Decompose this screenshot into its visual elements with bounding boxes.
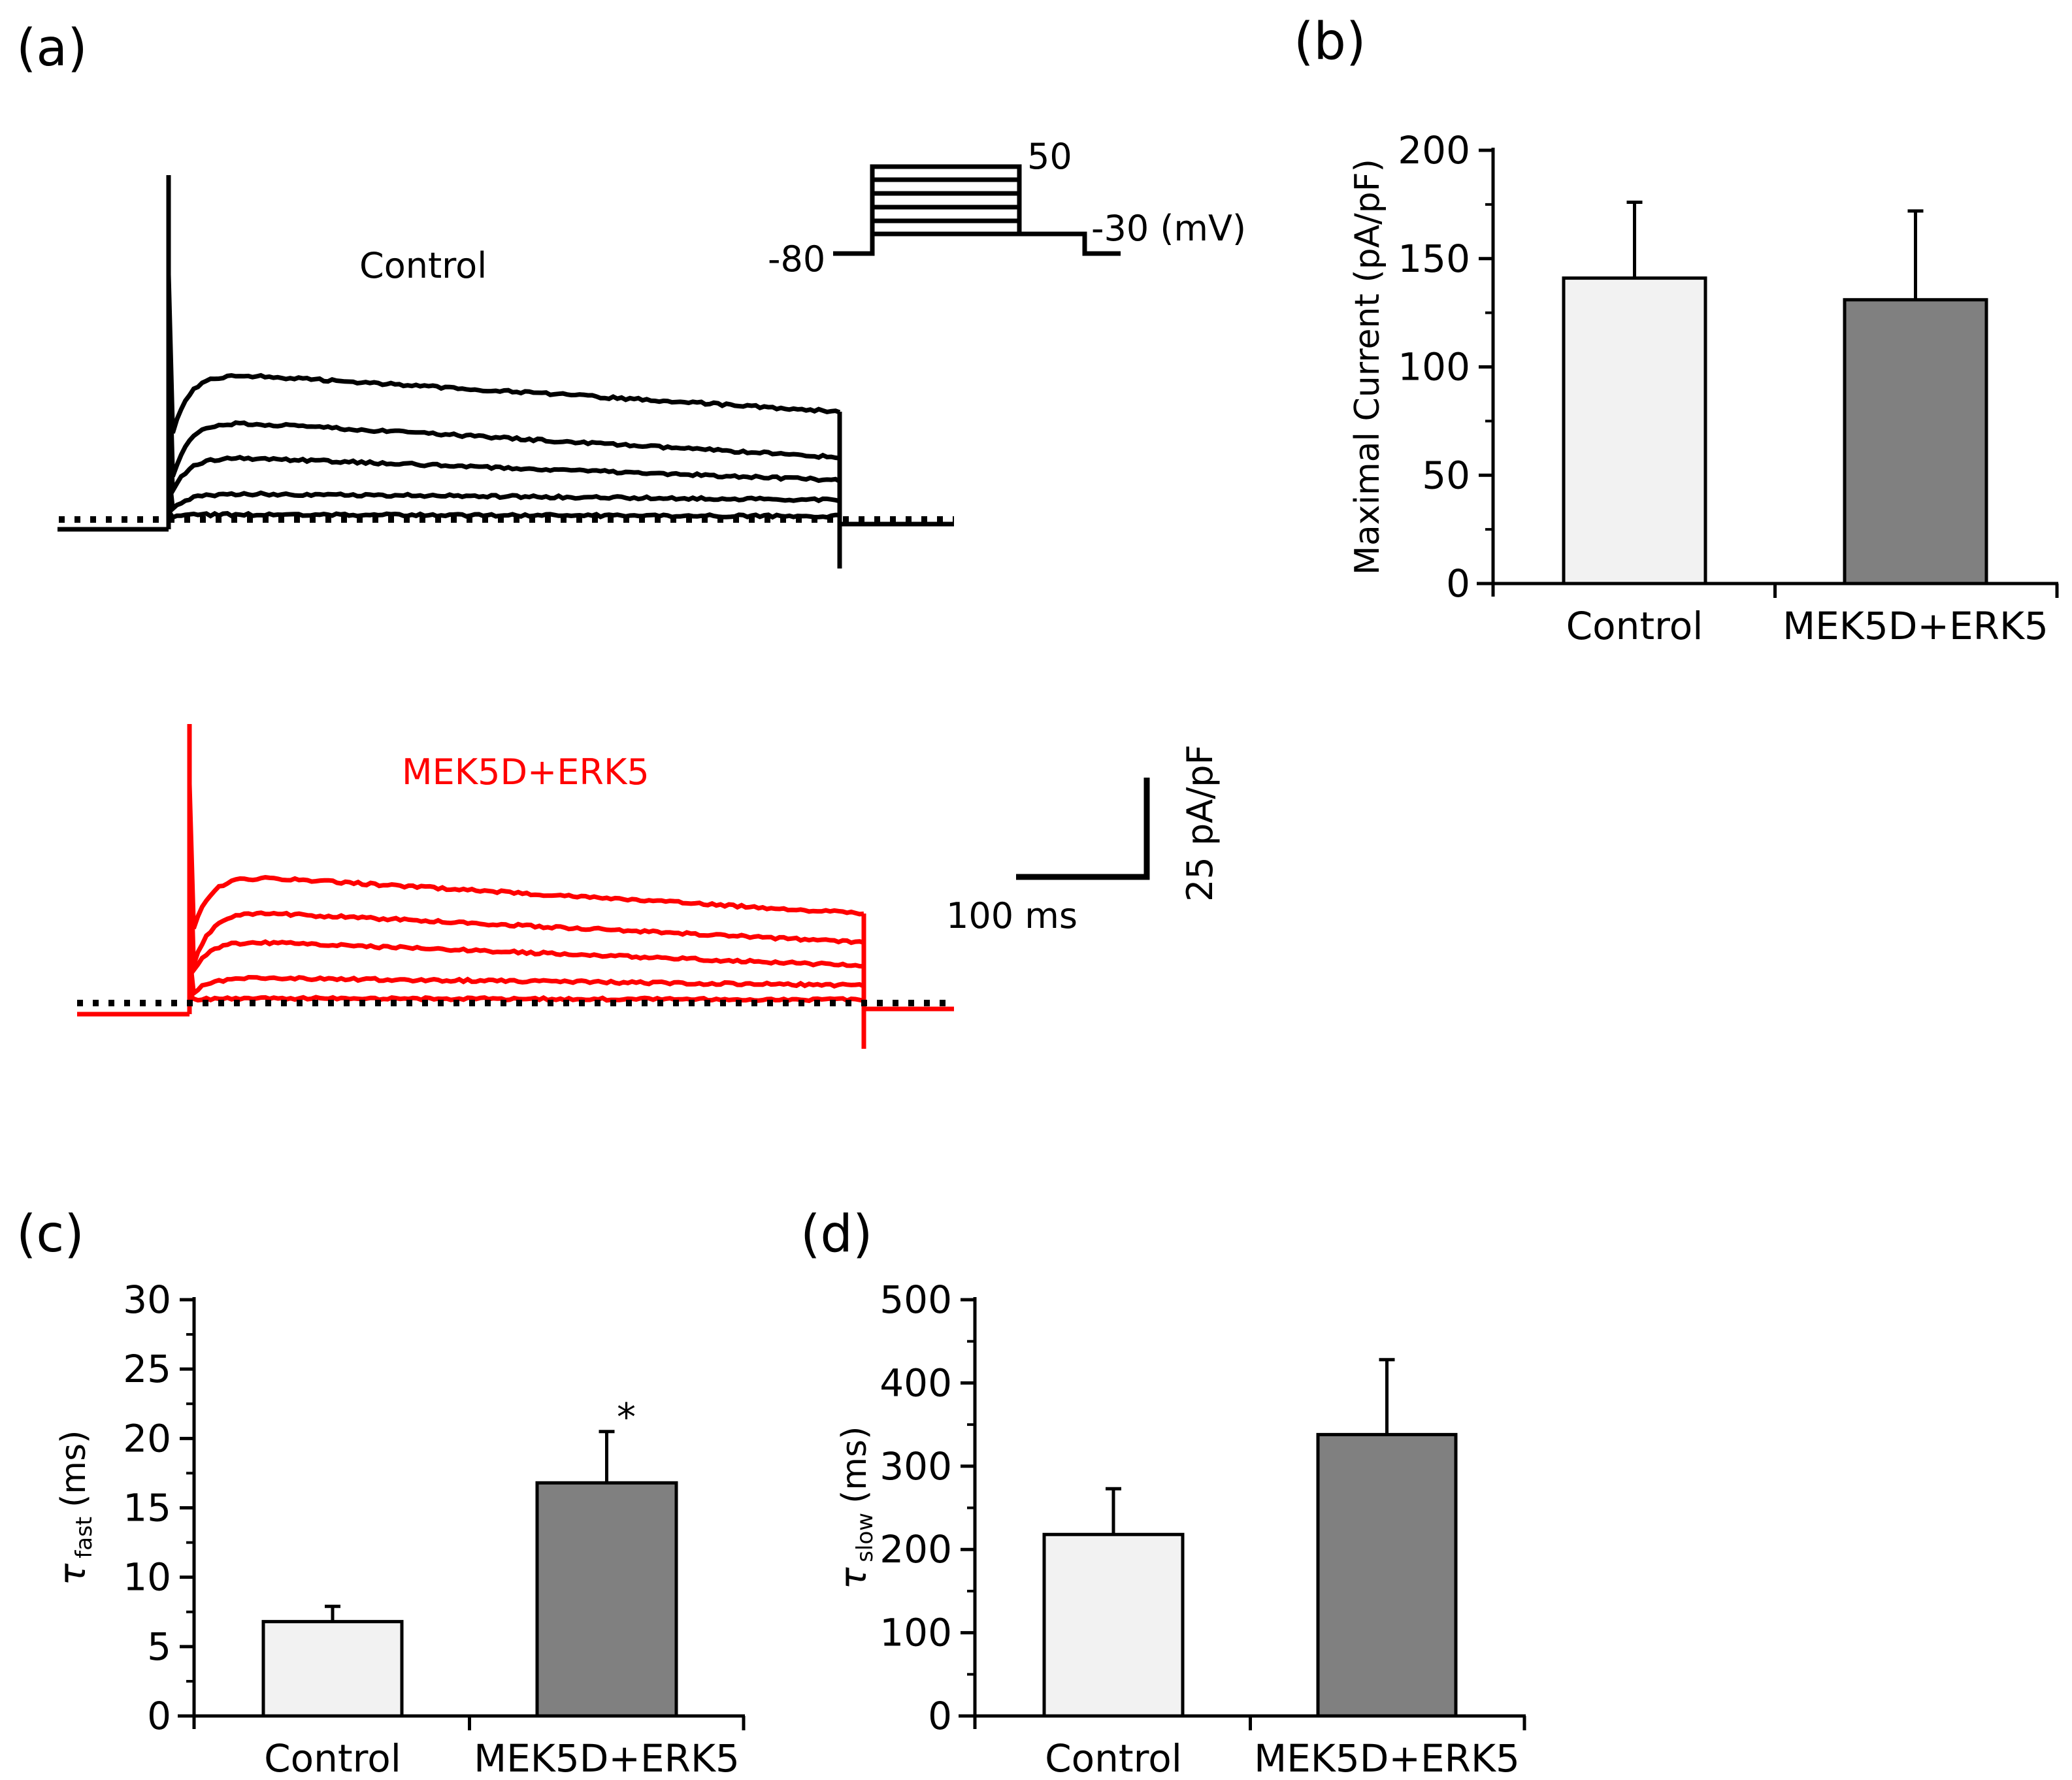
y-tick-label: 30 xyxy=(123,1277,171,1322)
panel-a: Control MEK5D+ERK5 50 -80 -30 (mV) 100 m… xyxy=(58,136,1246,1049)
y-tick-label: 25 xyxy=(123,1347,171,1391)
bar-control xyxy=(1562,276,1707,585)
scale-bar xyxy=(1016,778,1150,880)
protocol-hold-label: -80 xyxy=(768,239,825,280)
voltage-protocol xyxy=(833,164,1121,256)
current-trace xyxy=(167,510,840,521)
current-trace xyxy=(187,888,864,977)
bar-control xyxy=(261,1620,404,1718)
y-tick-label: 100 xyxy=(880,1611,952,1655)
x-tick-label: Control xyxy=(264,1736,401,1780)
y-tick-label: 400 xyxy=(880,1360,952,1405)
y-tick-label: 50 xyxy=(1422,453,1470,497)
y-label-unit: (ms) xyxy=(835,1426,874,1504)
y-tick-label: 200 xyxy=(1398,128,1470,173)
y-tick-label: 10 xyxy=(123,1555,171,1600)
x-tick-label: MEK5D+ERK5 xyxy=(474,1736,740,1780)
current-trace xyxy=(166,470,840,514)
chart-tau-fast: 0 5 10 15 20 25 30 Control MEK5D+ERK5 * τ fast (ms) xyxy=(52,1277,746,1780)
control-trace-label: Control xyxy=(359,245,487,286)
y-axis-label: τ fast (ms) xyxy=(52,1430,97,1586)
protocol-top-label: 50 xyxy=(1027,136,1072,177)
y-tick-label: 0 xyxy=(1446,561,1470,606)
x-tick-label: Control xyxy=(1045,1736,1182,1780)
treatment-traces xyxy=(77,724,954,1049)
y-tick-label: 15 xyxy=(123,1486,171,1530)
bar-mek5d-erk5 xyxy=(1843,298,1988,585)
chart-maximal-current: 0 50 100 150 200 Control MEK5D+ERK5 Maximal Cur… xyxy=(1348,128,2059,648)
x-tick-label: Control xyxy=(1566,604,1703,648)
current-trace xyxy=(166,274,841,434)
control-traces xyxy=(58,175,954,569)
y-tick-label: 100 xyxy=(1398,345,1470,389)
panel-label-c: (c) xyxy=(16,1205,84,1264)
panel-label-a: (a) xyxy=(16,19,88,78)
y-label-symbol: τ xyxy=(832,1567,875,1589)
bar-mek5d-erk5 xyxy=(1316,1432,1458,1718)
y-tick-label: 200 xyxy=(880,1527,952,1572)
y-label-subscript: fast xyxy=(71,1517,97,1558)
current-trace xyxy=(187,783,864,929)
panel-label-b: (b) xyxy=(1294,12,1366,71)
y-tick-label: 300 xyxy=(880,1444,952,1489)
y-label-unit: (ms) xyxy=(54,1430,93,1508)
y-tick-label: 20 xyxy=(123,1416,171,1460)
current-trace xyxy=(187,953,865,998)
bar-control xyxy=(1042,1532,1185,1718)
y-tick-label: 0 xyxy=(928,1694,952,1738)
scale-bar-y-label: 25 pA/pF xyxy=(1179,744,1221,902)
current-trace xyxy=(166,398,841,499)
x-tick-label: MEK5D+ERK5 xyxy=(1254,1736,1520,1780)
y-label-subscript: slow xyxy=(852,1513,878,1562)
protocol-post-label: -30 (mV) xyxy=(1091,208,1246,249)
current-trace xyxy=(166,326,840,478)
y-tick-label: 0 xyxy=(147,1694,171,1738)
current-trace xyxy=(188,993,864,1004)
chart-tau-slow: 0 100 200 300 400 500 Control MEK5D+ERK5 τ slow (m… xyxy=(832,1277,1526,1780)
y-axis-label: τ slow (ms) xyxy=(832,1426,878,1590)
panel-label-d: (d) xyxy=(800,1205,872,1264)
current-trace xyxy=(187,823,864,966)
y-tick-label: 5 xyxy=(147,1624,171,1669)
bar-mek5d-erk5 xyxy=(535,1481,678,1718)
x-tick-label: MEK5D+ERK5 xyxy=(1783,604,2048,648)
treatment-trace-label: MEK5D+ERK5 xyxy=(402,751,650,793)
y-tick-label: 500 xyxy=(880,1277,952,1322)
y-tick-label: 150 xyxy=(1398,237,1470,281)
y-label-symbol: τ xyxy=(52,1563,94,1585)
scale-bar-x-label: 100 ms xyxy=(946,895,1077,936)
significance-marker: * xyxy=(617,1395,636,1440)
y-axis-label: Maximal Current (pA/pF) xyxy=(1348,159,1387,575)
